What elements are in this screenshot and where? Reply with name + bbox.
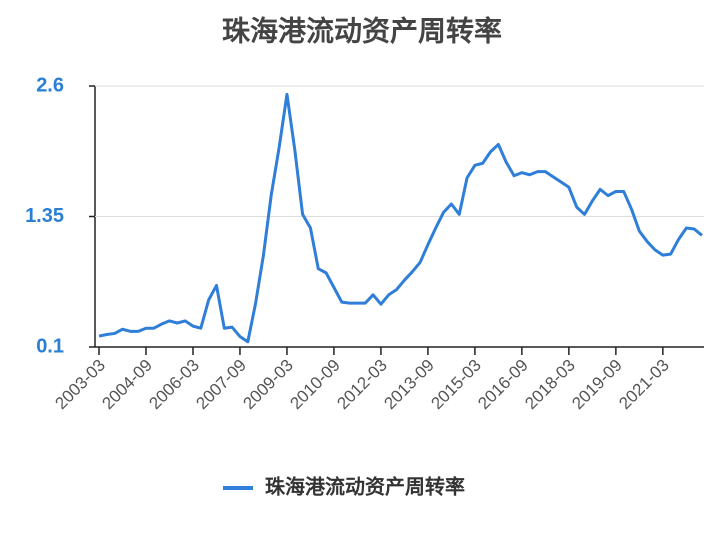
chart-title: 珠海港流动资产周转率 (222, 14, 502, 46)
y-tick-label: 1.35 (25, 205, 64, 227)
x-tick-label: 2006-03 (145, 356, 203, 414)
x-tick-label: 2009-03 (239, 356, 297, 414)
data-line (98, 92, 703, 344)
x-tick-label: 2021-03 (615, 356, 673, 414)
x-tick-label: 2015-03 (427, 356, 485, 414)
y-tick-label: 2.6 (36, 74, 64, 96)
x-tick-label: 2019-09 (568, 356, 626, 414)
x-tick-label: 2010-09 (286, 356, 344, 414)
x-tick-label: 2004-09 (98, 356, 156, 414)
x-tick-label: 2012-03 (333, 356, 391, 414)
legend-label: 珠海港流动资产周转率 (265, 474, 465, 498)
x-tick-label: 2003-03 (51, 356, 109, 414)
x-tick-label: 2016-09 (474, 356, 532, 414)
y-tick-label: 0.1 (36, 335, 64, 357)
x-tick-label: 2007-09 (192, 356, 250, 414)
x-tick-label: 2018-03 (521, 356, 579, 414)
x-tick-label: 2013-09 (380, 356, 438, 414)
